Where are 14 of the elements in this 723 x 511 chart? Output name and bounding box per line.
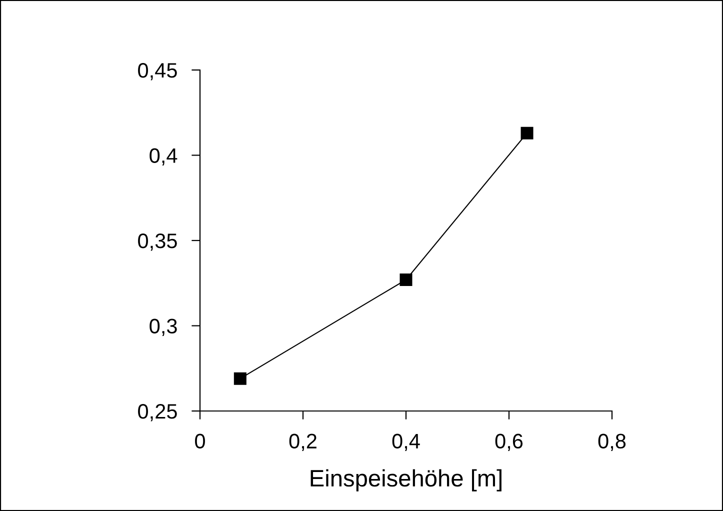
point [234, 372, 246, 385]
y-tick-label: 0,45 [138, 63, 177, 80]
y-tick-label: 0,3 [150, 318, 177, 336]
point [400, 273, 412, 286]
x-tick-label: 0 [195, 434, 205, 449]
x-tick-label: 0,2 [289, 434, 316, 451]
x-tick-label: 0,4 [392, 434, 420, 451]
point [520, 126, 534, 140]
x-tick-label: 0,8 [598, 434, 626, 451]
y-tick-label: 0,35 [138, 234, 177, 251]
x-axis-title: Einspeisehöhe [m] [310, 469, 502, 492]
x-tick-label: 0,6 [495, 434, 523, 451]
y-tick-label: 0,25 [138, 404, 177, 422]
y-tick-label: 0,4 [150, 148, 178, 166]
